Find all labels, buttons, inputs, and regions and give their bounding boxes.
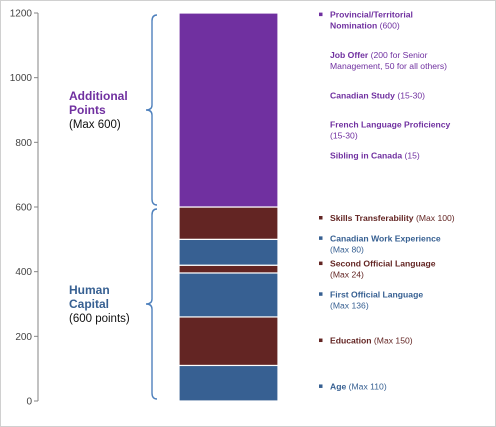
label-bullet-canadian-work-experience bbox=[319, 236, 323, 240]
segment-label-french-language-proficiency: French Language Proficiency (15-30) bbox=[330, 120, 451, 141]
segment-label-canadian-work-experience: Canadian Work Experience (Max 80) bbox=[330, 233, 441, 254]
segment-label-canadian-study: Canadian Study (15-30) bbox=[330, 90, 425, 100]
group-title-human-capital: Capital bbox=[69, 297, 109, 311]
y-tick-label: 0 bbox=[26, 397, 32, 408]
label-bullet-skills-transferability bbox=[319, 215, 323, 220]
segment-label-sibling-in-canada: Sibling in Canada (15) bbox=[330, 150, 420, 160]
group-title-additional-points: Points bbox=[69, 103, 106, 117]
y-tick-label: 1200 bbox=[10, 9, 33, 20]
y-tick-label: 1000 bbox=[10, 73, 33, 84]
bar-segment-canadian-work-experience bbox=[178, 238, 279, 266]
y-tick-label: 600 bbox=[15, 203, 32, 214]
y-tick-label: 200 bbox=[15, 332, 32, 343]
segment-label-age: Age (Max 110) bbox=[330, 381, 387, 391]
bar-segment-skills-transferability bbox=[178, 206, 279, 240]
group-title-human-capital: Human bbox=[69, 283, 110, 297]
group-subtitle-additional-points: (Max 600) bbox=[69, 119, 121, 131]
label-bullet-education bbox=[319, 338, 323, 343]
segment-label-second-official-language: Second Official Language (Max 24) bbox=[330, 259, 436, 280]
segment-label-education: Education (Max 150) bbox=[330, 336, 413, 346]
brace-human-capital bbox=[145, 208, 158, 400]
bar-segment-additional-points bbox=[178, 12, 279, 208]
bar-segment-first-official-language bbox=[178, 272, 279, 318]
label-bullet-second-official-language bbox=[319, 261, 323, 266]
segment-label-first-official-language: First Official Language (Max 136) bbox=[330, 289, 423, 310]
segment-label-skills-transferability: Skills Transferability (Max 100) bbox=[330, 213, 455, 223]
bar-segment-second-official-language bbox=[178, 264, 279, 274]
y-tick-label: 400 bbox=[15, 267, 32, 278]
group-subtitle-human-capital: (600 points) bbox=[69, 313, 130, 325]
segment-label-provincial-nomination: Provincial/Territorial Nomination (600) bbox=[330, 10, 413, 31]
label-bullet-provincial-nomination bbox=[319, 12, 323, 17]
brace-additional-points bbox=[145, 14, 158, 206]
bar-segment-education bbox=[178, 316, 279, 367]
segment-label-job-offer: Job Offer (200 for Senior Management, 50 … bbox=[330, 50, 447, 71]
group-title-additional-points: Additional bbox=[69, 89, 128, 103]
label-bullet-age bbox=[319, 384, 323, 388]
label-bullet-first-official-language bbox=[319, 292, 323, 296]
bar-segment-age bbox=[178, 364, 279, 402]
y-tick-label: 800 bbox=[15, 138, 32, 149]
